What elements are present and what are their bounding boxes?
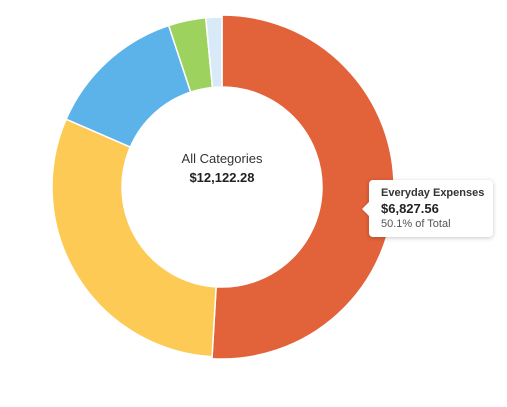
- center-total: $12,122.28: [189, 170, 255, 185]
- slice-tooltip: Everyday Expenses $6,827.56 50.1% of Tot…: [362, 180, 493, 237]
- donut-slice-2[interactable]: [51, 118, 217, 358]
- tooltip-amount: $6,827.56: [381, 201, 439, 216]
- tooltip-category-name: Everyday Expenses: [381, 187, 485, 199]
- donut-slice-1[interactable]: [211, 14, 395, 360]
- center-title: All Categories: [181, 151, 263, 166]
- tooltip-share: 50.1% of Total: [381, 218, 451, 230]
- tooltip-arrow: [362, 202, 369, 216]
- donut-slice-5[interactable]: [204, 16, 223, 89]
- center-label: All Categories $12,122.28: [122, 150, 322, 188]
